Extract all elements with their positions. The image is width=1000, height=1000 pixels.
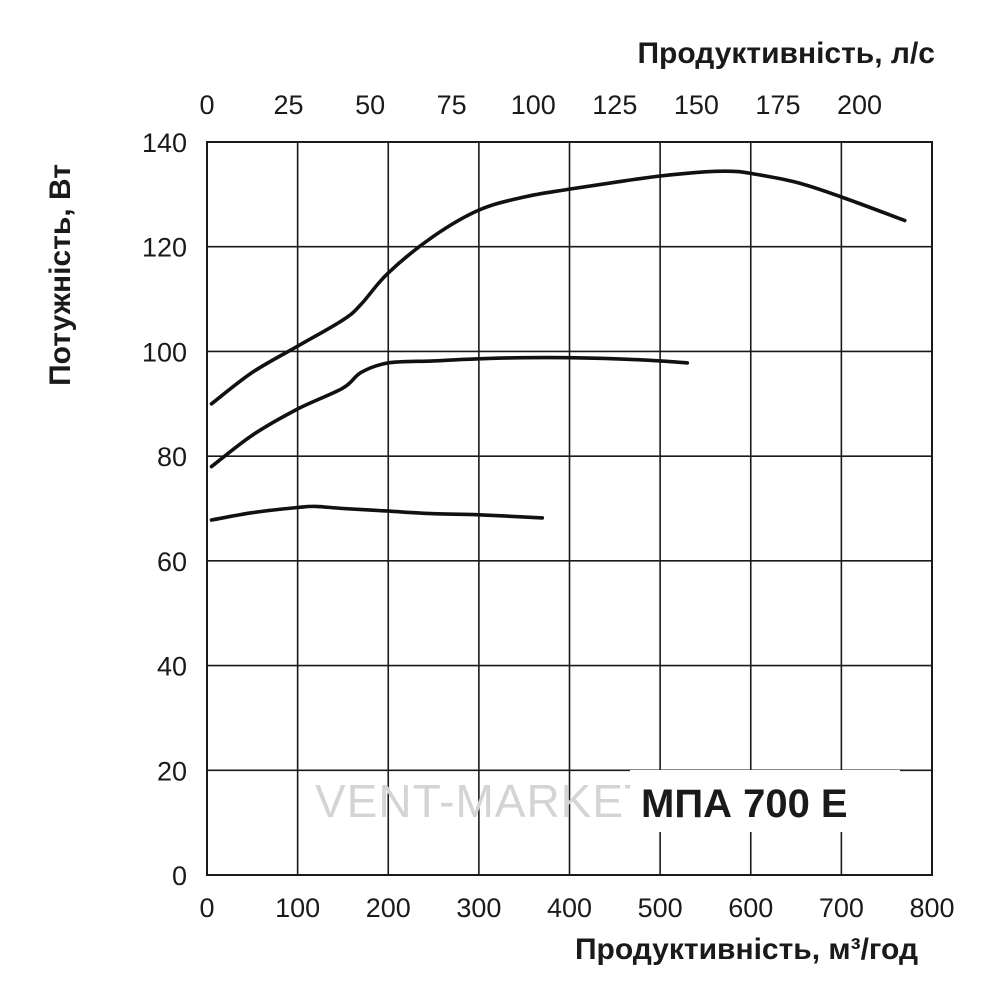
top-tick-label: 25: [274, 90, 304, 120]
grid-lines: [207, 142, 932, 875]
y-tick-label: 120: [142, 233, 187, 263]
y-tick-label: 20: [157, 756, 187, 786]
top-tick-label: 100: [511, 90, 556, 120]
x-tick-label: 200: [366, 893, 411, 923]
curve-line-1: [209, 169, 907, 406]
x-tick-label: 0: [199, 893, 214, 923]
x-tick-labels-bottom: 0 100 200 300 400 500 600 700 800: [199, 893, 954, 923]
top-tick-label: 75: [437, 90, 467, 120]
x-tick-label: 800: [909, 893, 954, 923]
y-tick-label: 100: [142, 337, 187, 367]
bottom-axis-title: Продуктивність, м³/год: [575, 933, 918, 966]
curve-line-2: [209, 355, 690, 469]
top-tick-label: 200: [837, 90, 882, 120]
top-tick-label: 150: [674, 90, 719, 120]
watermark-text: VENT-MARKET: [315, 775, 653, 827]
performance-curves: [209, 169, 907, 522]
x-tick-label: 400: [547, 893, 592, 923]
y-axis-title: Потужність, Вт: [44, 164, 77, 386]
top-tick-label: 50: [355, 90, 385, 120]
y-tick-label: 140: [142, 128, 187, 158]
plot-frame: [206, 141, 933, 876]
x-tick-label: 100: [275, 893, 320, 923]
model-label: МПА 700 Е: [641, 782, 848, 826]
top-tick-label: 0: [199, 90, 214, 120]
y-tick-label: 0: [172, 861, 187, 891]
x-tick-label: 600: [728, 893, 773, 923]
y-tick-label: 60: [157, 547, 187, 577]
top-tick-label: 125: [592, 90, 637, 120]
x-tick-label: 700: [819, 893, 864, 923]
x-tick-labels-top: 0 25 50 75 100 125 150 175 200: [199, 90, 882, 120]
top-axis-title: Продуктивність, л/с: [637, 37, 935, 70]
y-tick-label: 80: [157, 442, 187, 472]
curve-line-3: [209, 504, 545, 522]
model-label-background: [630, 770, 900, 832]
y-tick-labels: 0 20 40 60 80 100 120 140: [142, 128, 187, 891]
x-tick-label: 300: [456, 893, 501, 923]
y-tick-label: 40: [157, 652, 187, 682]
x-tick-label: 500: [638, 893, 683, 923]
top-tick-label: 175: [755, 90, 800, 120]
